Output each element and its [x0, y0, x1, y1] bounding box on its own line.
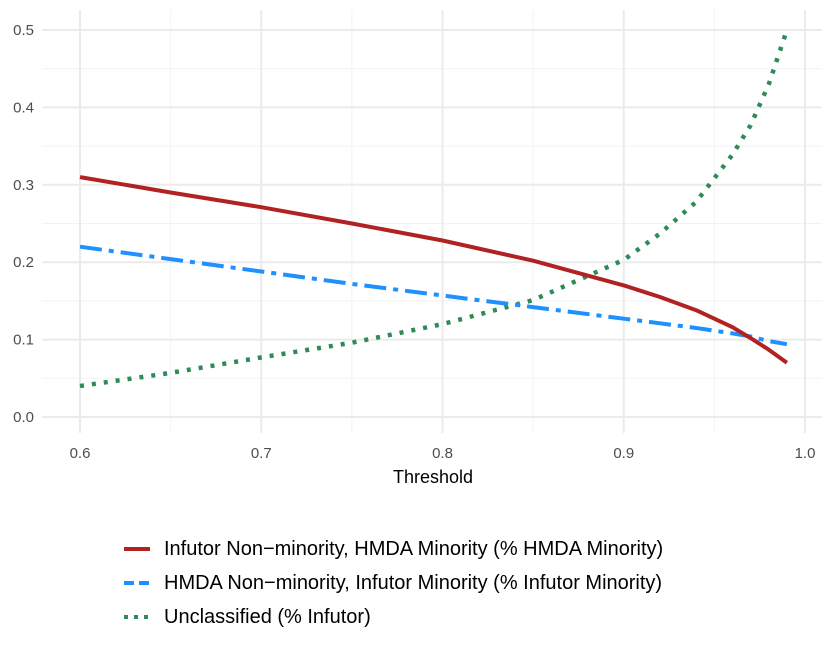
y-tick-label: 0.4	[13, 99, 34, 116]
legend-key-1	[124, 547, 150, 551]
y-tick-label: 0.1	[13, 332, 34, 349]
legend-item-2: HMDA Non−minority, Infutor Minority (% I…	[122, 566, 663, 600]
legend-item-3: Unclassified (% Infutor)	[122, 600, 663, 634]
y-tick-label: 0.0	[13, 409, 34, 426]
legend: Infutor Non−minority, HMDA Minority (% H…	[122, 532, 663, 634]
x-tick-label: 0.6	[70, 445, 91, 462]
x-axis-title: Threshold	[393, 467, 473, 487]
y-tick-label: 0.3	[13, 177, 34, 194]
x-tick-label: 0.7	[251, 445, 272, 462]
series-line-1	[79, 175, 789, 365]
x-tick-label: 0.9	[613, 445, 634, 462]
grid	[42, 10, 822, 433]
x-tick-label: 0.8	[432, 445, 453, 462]
x-tick-label: 1.0	[795, 445, 816, 462]
series-line-3	[79, 29, 790, 389]
series-lines	[79, 29, 790, 389]
legend-item-1: Infutor Non−minority, HMDA Minority (% H…	[122, 532, 663, 566]
y-tick-label: 0.2	[13, 254, 34, 271]
legend-label-1: Infutor Non−minority, HMDA Minority (% H…	[164, 537, 664, 560]
y-axis-tick-labels: 0.0 0.1 0.2 0.3 0.4 0.5	[13, 22, 34, 426]
legend-key-2	[124, 581, 150, 585]
x-axis-tick-labels: 0.6 0.7 0.8 0.9 1.0	[70, 445, 816, 462]
y-tick-label: 0.5	[13, 22, 34, 39]
line-chart: 0.0 0.1 0.2 0.3 0.4 0.5 0.6 0.7 0.8 0.9 1.0 Thres…	[13, 10, 822, 487]
legend-label-2: HMDA Non−minority, Infutor Minority (% I…	[164, 571, 663, 594]
legend-label-3: Unclassified (% Infutor)	[164, 605, 371, 628]
legend-key-3	[124, 615, 150, 619]
